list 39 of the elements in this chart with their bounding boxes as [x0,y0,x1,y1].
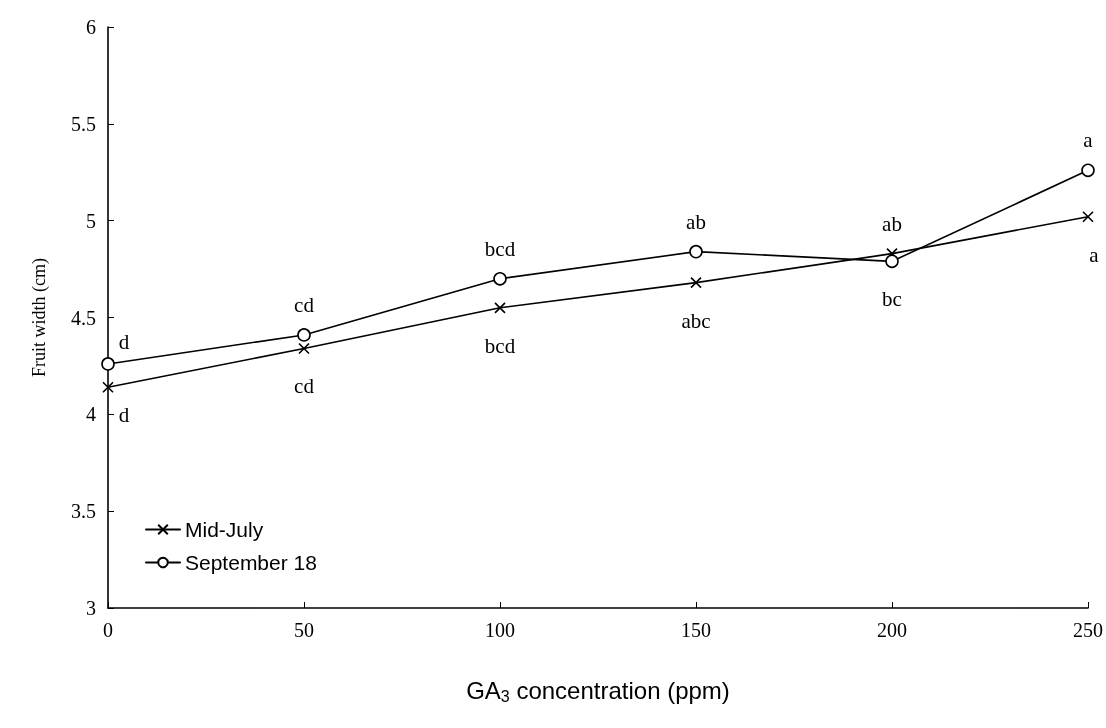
annotation: abc [681,308,711,333]
y-tick-label: 6 [86,16,96,38]
point [1082,210,1094,223]
point [102,381,114,394]
x-tick-label: 100 [485,619,515,641]
annotation: bcd [484,236,516,261]
annotation: d [118,329,130,354]
point [298,342,310,355]
point [297,328,311,342]
point [690,276,702,289]
y-tick-label: 5 [86,209,96,232]
y-axis-title: Fruit width (cm) [29,258,50,377]
x-tick-label: 150 [681,619,711,641]
point [1081,163,1095,178]
point [885,254,899,269]
x-tick-label: 50 [294,619,314,641]
y-tick-label: 4.5 [71,306,96,329]
x-tick-label: 200 [877,619,907,641]
annotation: cd [294,374,315,399]
annotation: d [118,403,130,428]
point [689,244,703,259]
point [493,271,507,286]
annotation: a [1083,128,1094,153]
point [101,357,115,371]
annotation: bcd [484,333,516,358]
annotation: ab [882,211,902,236]
y-tick-label: 5.5 [71,112,96,135]
annotation: bc [882,287,902,312]
y-tick-label: 4 [86,403,96,426]
point [494,302,506,314]
y-tick-label: 3 [86,597,96,619]
annotation: a [1089,242,1100,267]
annotation: ab [686,209,706,234]
legend-label: Mid-July [185,518,264,541]
annotation: cd [294,292,315,317]
x-tick-label: 250 [1073,619,1103,641]
y-tick-label: 3.5 [71,500,96,523]
legend-label: September 18 [185,551,317,574]
x-tick-label: 0 [103,619,113,641]
